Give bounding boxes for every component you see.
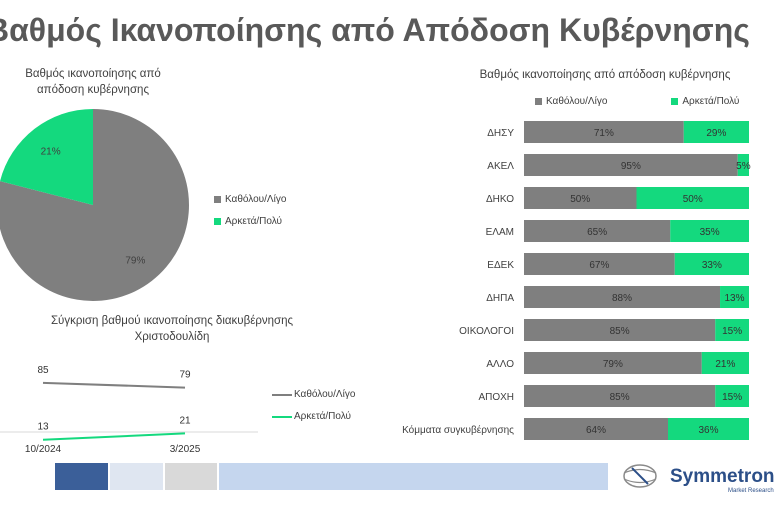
- category-label: ΔΗΚΟ: [486, 194, 514, 205]
- legend-label: Αρκετά/Πολύ: [225, 216, 283, 227]
- category-label: ΑΛΛΟ: [486, 359, 514, 370]
- data-label: 85: [37, 365, 49, 376]
- legend-swatch-grey: [535, 98, 542, 105]
- category-label: ΟΙΚΟΛΟΓΟΙ: [459, 326, 514, 337]
- bar-value-label: 95%: [621, 161, 641, 172]
- bar-chart-title: Βαθμός ικανοποίησης από απόδοση κυβέρνησ…: [479, 69, 731, 81]
- bar-segment: [524, 220, 671, 242]
- svg-text:Market Research: Market Research: [728, 488, 774, 494]
- pie-chart: 79% 21%: [0, 109, 189, 301]
- stacked-bar-chart: ΔΗΣΥ 71% 29% ΑΚΕΛ 95% 5% ΔΗΚΟ 50% 50% ΕΛΑΜ 65% 35% Ε…: [402, 121, 751, 440]
- footer-block-blue: [55, 463, 108, 490]
- bar-segment: [524, 154, 738, 176]
- bar-segment: [737, 154, 749, 176]
- legend-swatch-green: [671, 98, 679, 105]
- legend-label: Αρκετά/Πολύ: [294, 411, 352, 422]
- bar-value-label: 79%: [603, 359, 623, 370]
- bar-legend: Καθόλου/Λίγο Αρκετά/Πολύ: [535, 96, 739, 118]
- footer-block-grey: [165, 463, 217, 490]
- bar-value-label: 50%: [570, 194, 590, 205]
- category-label: ΑΠΟΧΗ: [478, 392, 514, 403]
- line-chart-title: Σύγκριση βαθμού ικανοποίησης διακυβέρνησ…: [50, 315, 294, 343]
- category-label: ΔΗΠΑ: [486, 293, 514, 304]
- bar-value-label: 50%: [683, 194, 703, 205]
- pie-value-label: 21%: [41, 146, 61, 157]
- category-label: Κόμματα συγκυβέρνησης: [402, 424, 514, 436]
- legend-label: Καθόλου/Λίγο: [546, 96, 608, 107]
- legend-label: Καθόλου/Λίγο: [294, 389, 356, 400]
- category-label: ΕΛΑΜ: [486, 227, 514, 238]
- line-chart: 85 79 13 21 10/2024 3/2025: [0, 365, 258, 455]
- bar-value-label: 21%: [715, 359, 735, 370]
- bar-value-label: 15%: [722, 392, 742, 403]
- svg-text:Symmetron: Symmetron: [670, 466, 775, 487]
- line-legend: Καθόλου/Λίγο Αρκετά/Πολύ: [272, 389, 355, 433]
- pie-slice: [0, 109, 189, 301]
- bar-segment: [524, 121, 684, 143]
- x-tick-label: 3/2025: [170, 444, 201, 455]
- x-tick-label: 10/2024: [25, 444, 62, 455]
- bar-value-label: 33%: [702, 260, 722, 271]
- legend-swatch-green: [214, 218, 221, 225]
- bar-value-label: 5%: [736, 161, 751, 172]
- page-title: Βαθμός Ικανοποίησης από Απόδοση Κυβέρνησ…: [0, 12, 750, 48]
- globe-icon: [623, 464, 657, 488]
- legend-item-kathólou: Καθόλου/Λίγο: [214, 194, 286, 205]
- bar-value-label: 67%: [589, 260, 609, 271]
- bar-value-label: 36%: [698, 425, 718, 436]
- footer-block-pale: [219, 463, 608, 490]
- legend-item-kathólou: Καθόλου/Λίγο: [535, 96, 607, 107]
- category-label: ΕΔΕΚ: [487, 260, 514, 271]
- bar-value-label: 13%: [725, 293, 745, 304]
- bar-value-label: 71%: [594, 128, 614, 139]
- legend-item-arketa: Αρκετά/Πολύ: [272, 411, 355, 422]
- category-label: ΑΚΕΛ: [487, 161, 514, 172]
- bar-segment: [715, 385, 749, 407]
- legend-label: Καθόλου/Λίγο: [225, 194, 287, 205]
- bar-value-label: 85%: [610, 326, 630, 337]
- pie-value-label: 79%: [125, 256, 145, 267]
- data-label: 13: [37, 422, 49, 433]
- bar-segment: [524, 319, 716, 341]
- bar-segment: [524, 352, 702, 374]
- bar-segment: [720, 286, 749, 308]
- legend-line-grey: [272, 393, 292, 396]
- bar-segment: [701, 352, 749, 374]
- legend-item-kathólou: Καθόλου/Λίγο: [272, 389, 355, 400]
- legend-item-arketa: Αρκετά/Πολύ: [214, 216, 286, 227]
- legend-label: Αρκετά/Πολύ: [682, 96, 740, 107]
- bar-segment: [715, 319, 749, 341]
- bar-segment: [524, 187, 637, 209]
- bar-value-label: 88%: [612, 293, 632, 304]
- bar-value-label: 64%: [586, 425, 606, 436]
- pie-chart-title: Βαθμός ικανοποίησης από απόδοση κυβέρνησ…: [25, 68, 161, 96]
- legend-item-arketa: Αρκετά/Πολύ: [671, 96, 739, 107]
- bar-segment: [674, 253, 749, 275]
- legend-swatch-grey: [214, 196, 221, 203]
- bar-segment: [524, 253, 675, 275]
- data-label: 79: [179, 370, 191, 381]
- bar-value-label: 35%: [700, 227, 720, 238]
- bar-segment: [670, 220, 749, 242]
- bar-segment: [668, 418, 749, 440]
- category-label: ΔΗΣΥ: [487, 128, 514, 139]
- bar-value-label: 65%: [587, 227, 607, 238]
- bar-segment: [636, 187, 749, 209]
- bar-segment: [683, 121, 749, 143]
- pie-legend: Καθόλου/Λίγο Αρκετά/Πολύ: [214, 194, 286, 238]
- series-line: [42, 432, 186, 441]
- bar-segment: [524, 385, 716, 407]
- bar-value-label: 29%: [706, 128, 726, 139]
- data-label: 21: [179, 415, 191, 426]
- legend-line-green: [272, 415, 292, 418]
- series-line: [42, 381, 186, 389]
- bar-segment: [524, 418, 668, 440]
- footer-block-light: [110, 463, 163, 490]
- pie-slice: [0, 109, 94, 205]
- bar-value-label: 15%: [722, 326, 742, 337]
- bar-segment: [524, 286, 721, 308]
- symmetron-logo: Symmetron Market Research: [623, 464, 775, 494]
- bar-value-label: 85%: [610, 392, 630, 403]
